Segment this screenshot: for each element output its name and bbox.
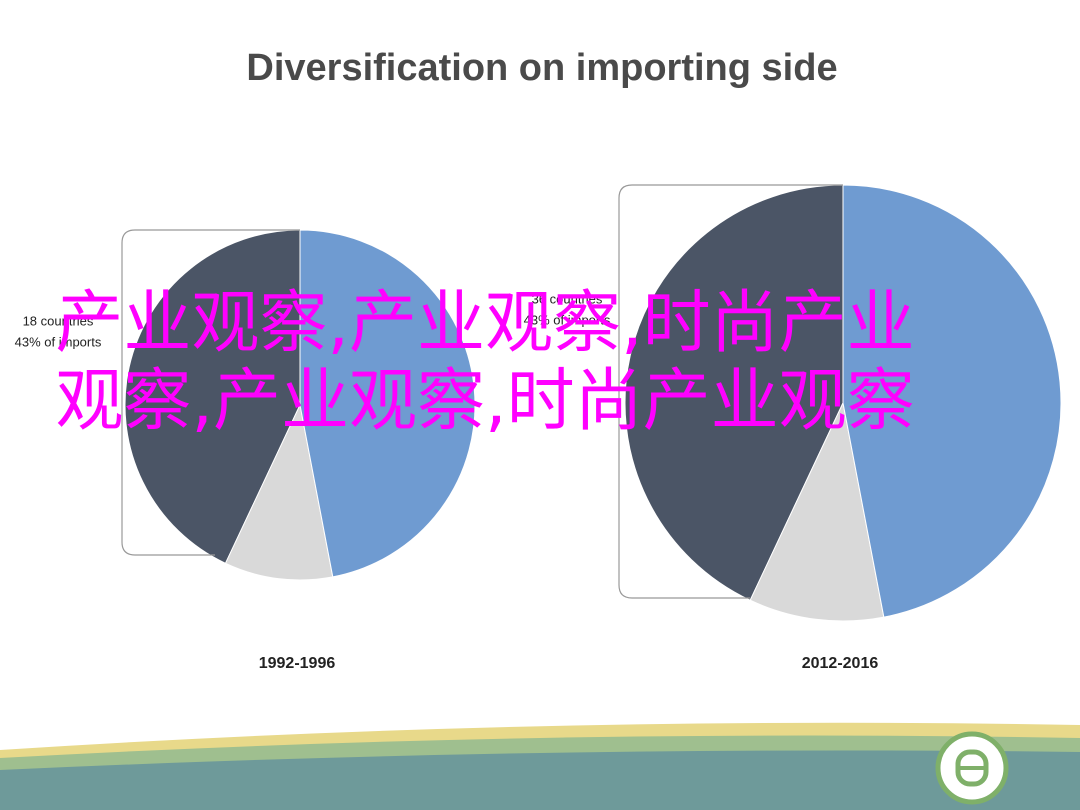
pie-slice — [624, 184, 844, 601]
bracket — [618, 184, 843, 599]
watermark-text: 产业观察,产业观察,时尚产业观察,产业观察,时尚产业观察 — [55, 284, 915, 441]
slide-title: Diversification on importing side — [246, 47, 837, 89]
pie-slice — [749, 401, 885, 622]
decor — [0, 750, 1080, 810]
bracket — [121, 229, 300, 556]
chart-title: 1992-1996 — [259, 655, 336, 672]
slice-label: 36 countries — [532, 291, 603, 306]
slice-label: 18 countries — [23, 313, 94, 328]
pie-slice — [124, 229, 301, 565]
chart-title: 2012-2016 — [802, 655, 879, 672]
pie-slice — [842, 184, 1062, 618]
slice-value-label: 43% of imports — [524, 312, 611, 327]
slice-value-label: 43% of imports — [15, 334, 102, 349]
pie-slice — [299, 229, 476, 578]
pie-slice — [224, 403, 334, 581]
